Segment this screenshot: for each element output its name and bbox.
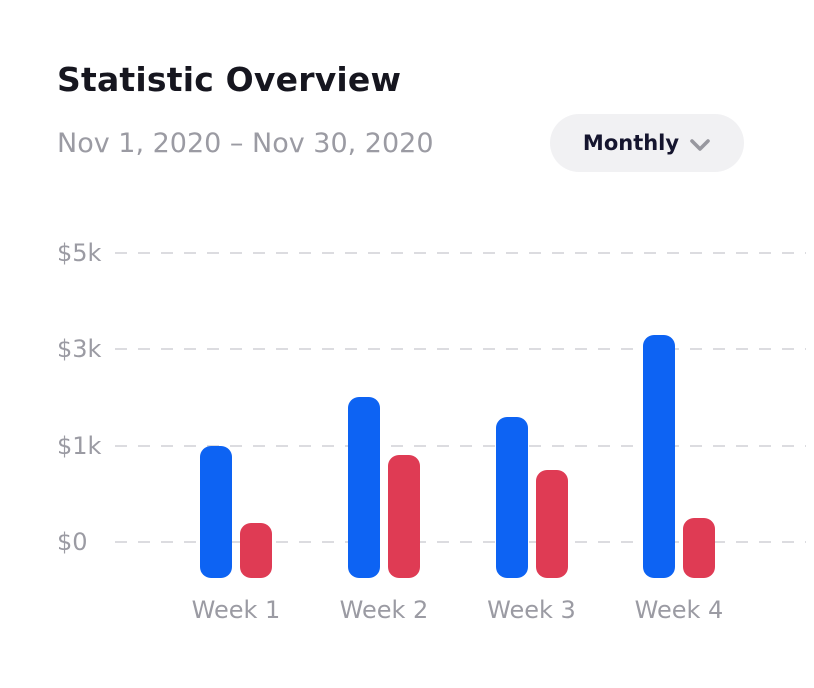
bar-red-week-1 [240,522,272,578]
y-axis-tick-label: $5k [57,239,102,267]
bar-blue-week-4 [643,334,675,578]
page-title: Statistic Overview [57,60,402,99]
gridline [115,540,806,543]
gridline [115,348,806,351]
period-dropdown[interactable]: Monthly [550,114,744,172]
x-axis-tick-label: Week 3 [487,596,576,624]
bar-blue-week-1 [200,445,232,578]
x-axis-tick-label: Week 4 [634,596,724,624]
date-range: Nov 1, 2020 – Nov 30, 2020 [57,128,434,159]
bar-blue-week-2 [348,397,380,578]
bar-blue-week-3 [495,416,528,578]
period-dropdown-label: Monthly [582,131,680,155]
gridline [115,252,806,254]
x-axis-tick-label: Week 2 [339,596,429,624]
bar-red-week-3 [535,469,568,578]
y-axis-tick-label: $0 [57,527,88,556]
bar-red-week-2 [388,455,420,578]
y-axis-tick-label: $1k [57,431,102,460]
x-axis-tick-label: Week 1 [191,596,281,624]
y-axis-tick-label: $3k [57,335,102,364]
gridline [115,444,806,447]
chevron-down-icon [689,138,711,152]
bar-red-week-4 [683,517,715,578]
